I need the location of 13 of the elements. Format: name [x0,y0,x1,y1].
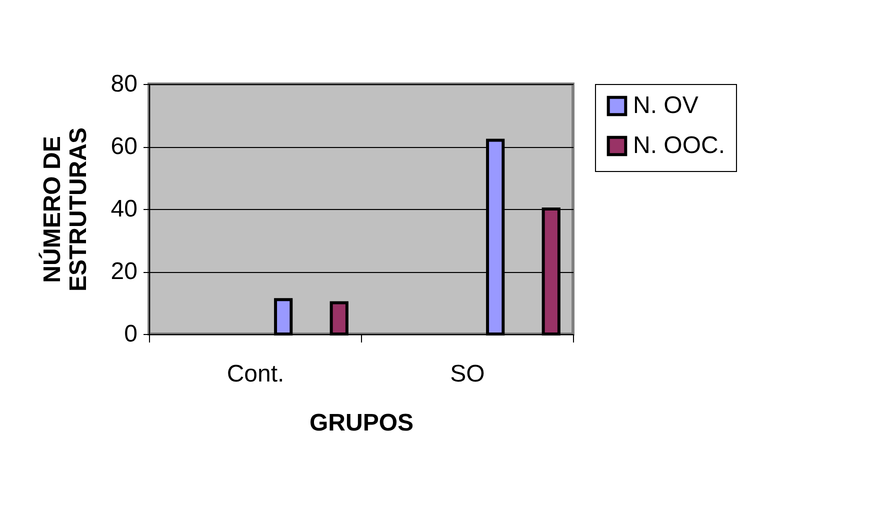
y-tick-label: 60 [110,133,138,160]
y-tick-label: 20 [110,258,138,285]
y-tick-label: 80 [110,70,138,98]
legend-label: N. OOC. [633,132,726,159]
y-axis-title: NÚMERO DE ESTRUTURAS [38,127,92,292]
x-tick-label: Cont. [226,360,284,388]
x-tick-label: SO [450,360,485,388]
y-tick-label: 0 [124,320,138,348]
bar [274,298,293,336]
x-axis-title: GRUPOS [309,410,414,436]
bar [330,301,348,336]
legend-label: N. OV [633,92,698,119]
y-tick-label: 40 [110,196,138,222]
